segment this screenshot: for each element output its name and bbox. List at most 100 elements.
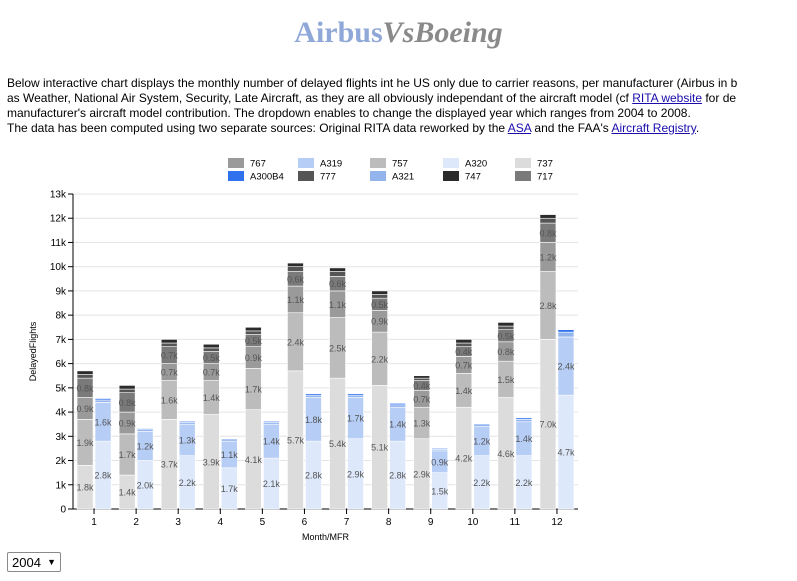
title-vs-boeing: VsBoeing bbox=[382, 16, 503, 49]
bar-777 bbox=[329, 271, 346, 277]
bar-777 bbox=[160, 342, 178, 347]
bar-data-label: 1.7k bbox=[221, 484, 239, 494]
bar-data-label: 1.1k bbox=[329, 300, 347, 310]
bar-data-label: 1.7k bbox=[119, 450, 137, 460]
bar-data-label: 5.4k bbox=[329, 439, 347, 449]
bar-data-label: 1.6k bbox=[161, 395, 179, 405]
x-tick-label: 12 bbox=[551, 517, 563, 528]
intro-line-4-text: The data has been computed using two sep… bbox=[7, 121, 508, 135]
title-airbus: Airbus bbox=[294, 16, 383, 49]
aircraft-registry-link[interactable]: Aircraft Registry bbox=[611, 121, 696, 135]
x-tick-label: 3 bbox=[175, 517, 181, 528]
bar-747 bbox=[245, 326, 262, 332]
bar-data-label: 1.6k bbox=[95, 417, 113, 427]
y-tick-label: 12k bbox=[50, 214, 67, 225]
bar-data-label: 1.3k bbox=[179, 435, 197, 445]
bar-data-label: 3.9k bbox=[203, 457, 221, 467]
bar-a321 bbox=[347, 394, 364, 398]
bar-a300b4 bbox=[389, 403, 406, 406]
bar-data-label: 0.7k bbox=[413, 394, 431, 404]
bar-data-label: 0.8k bbox=[77, 383, 95, 393]
legend-label-717: 717 bbox=[537, 172, 553, 183]
legend-label-747: 747 bbox=[465, 172, 481, 183]
bar-a300b4 bbox=[263, 420, 280, 423]
x-tick-label: 1 bbox=[91, 517, 97, 528]
intro-line-1: Below interactive chart displays the mon… bbox=[7, 76, 738, 90]
bar-data-label: 1.4k bbox=[389, 420, 407, 430]
bar-data-label: 0.7k bbox=[455, 360, 473, 370]
bar-data-label: 1.3k bbox=[413, 418, 431, 428]
bar-data-label: 2.8k bbox=[389, 471, 407, 481]
legend-swatch-a320 bbox=[443, 158, 459, 168]
y-tick-label: 13k bbox=[50, 190, 67, 201]
bar-data-label: 2.5k bbox=[329, 343, 347, 353]
bar-data-label: 5.7k bbox=[287, 435, 305, 445]
bar-data-label: 5.1k bbox=[371, 443, 389, 453]
bar-a321 bbox=[94, 399, 112, 403]
y-tick-label: 2k bbox=[55, 456, 67, 467]
x-tick-label: 8 bbox=[386, 517, 392, 528]
bar-data-label: 0.5k bbox=[497, 331, 515, 341]
legend-swatch-717 bbox=[515, 171, 531, 181]
y-tick-label: 11k bbox=[51, 238, 67, 249]
bar-data-label: 0.8k bbox=[497, 347, 515, 357]
intro-line-4: The data has been computed using two sep… bbox=[7, 121, 797, 136]
legend-swatch-737 bbox=[515, 158, 531, 168]
legend-swatch-747 bbox=[443, 171, 459, 181]
bar-data-label: 2.4k bbox=[557, 362, 575, 372]
bar-a300b4 bbox=[94, 398, 112, 401]
bar-777 bbox=[76, 374, 94, 379]
bar-data-label: 1.4k bbox=[203, 393, 221, 403]
bar-data-label: 1.2k bbox=[539, 253, 557, 263]
bar-data-label: 0.7k bbox=[161, 368, 179, 378]
bar-777 bbox=[245, 330, 262, 335]
y-tick-label: 3k bbox=[55, 432, 67, 443]
bar-a321 bbox=[515, 419, 533, 423]
bar-data-label: 1.4k bbox=[119, 488, 137, 498]
bar-747 bbox=[497, 322, 515, 327]
bar-data-label: 0.9k bbox=[119, 418, 137, 428]
bar-777 bbox=[413, 377, 431, 381]
bar-data-label: 0.7k bbox=[161, 351, 179, 361]
bar-data-label: 0.4k bbox=[413, 381, 431, 391]
legend-label-a320: A320 bbox=[465, 159, 487, 170]
intro-line-3: manufacturer's aircraft model contributi… bbox=[7, 106, 691, 120]
y-tick-label: 4k bbox=[55, 408, 67, 419]
legend-label-a319: A319 bbox=[320, 159, 342, 170]
bar-data-label: 1.1k bbox=[221, 450, 239, 460]
bar-a300b4 bbox=[347, 393, 364, 396]
bar-747 bbox=[287, 262, 304, 267]
legend-swatch-a300b4 bbox=[228, 171, 244, 181]
bar-data-label: 0.8k bbox=[539, 228, 557, 238]
bar-777 bbox=[371, 294, 388, 299]
bar-data-label: 1.7k bbox=[245, 385, 263, 395]
y-tick-label: 0 bbox=[60, 505, 66, 516]
x-tick-label: 4 bbox=[218, 517, 224, 528]
bar-a321 bbox=[305, 394, 322, 398]
bar-data-label: 2.8k bbox=[539, 301, 557, 311]
bar-data-label: 0.6k bbox=[329, 279, 347, 289]
intro-line-2-text: as Weather, National Air System, Securit… bbox=[7, 91, 633, 105]
bar-data-label: 0.5k bbox=[203, 353, 221, 363]
y-tick-label: 7k bbox=[55, 335, 67, 346]
year-dropdown[interactable]: 2004 ▼ bbox=[7, 552, 61, 572]
bar-a321 bbox=[389, 404, 406, 408]
intro-line-4-mid: and the FAA's bbox=[531, 121, 612, 135]
bar-data-label: 2.1k bbox=[263, 479, 281, 489]
chevron-down-icon: ▼ bbox=[47, 557, 56, 567]
rita-website-link[interactable]: RITA website bbox=[632, 91, 703, 105]
bar-data-label: 1.5k bbox=[431, 486, 449, 496]
bar-777 bbox=[497, 325, 515, 330]
legend-swatch-a319 bbox=[298, 158, 314, 168]
legend-swatch-757 bbox=[370, 158, 386, 168]
asa-link[interactable]: ASA bbox=[507, 121, 532, 135]
intro-text: Below interactive chart displays the mon… bbox=[7, 76, 797, 136]
bar-a300b4 bbox=[473, 423, 491, 425]
bar-data-label: 4.6k bbox=[497, 449, 515, 459]
bar-data-label: 0.9k bbox=[431, 457, 449, 467]
bar-data-label: 2.9k bbox=[347, 469, 365, 479]
legend-label-757: 757 bbox=[392, 159, 408, 170]
bar-data-label: 1.2k bbox=[473, 437, 491, 447]
y-tick-label: 9k bbox=[55, 286, 67, 297]
bar-data-label: 0.5k bbox=[371, 300, 389, 310]
